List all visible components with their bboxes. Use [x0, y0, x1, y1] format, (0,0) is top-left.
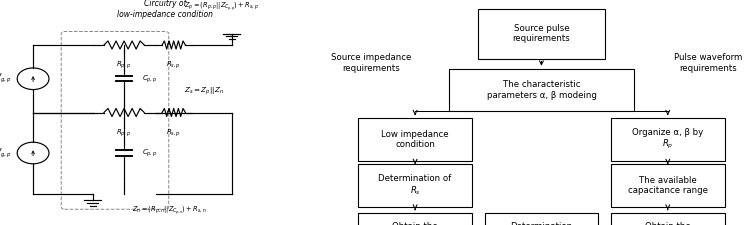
Text: low-impedance condition: low-impedance condition [117, 10, 214, 19]
Text: Determination of
$R_s$: Determination of $R_s$ [378, 174, 452, 197]
Text: Circuitry of: Circuitry of [144, 0, 186, 8]
Text: $R_{s,p}$: $R_{s,p}$ [166, 60, 181, 71]
Text: $V_{g,p}$: $V_{g,p}$ [0, 146, 11, 160]
Bar [484, 213, 599, 225]
Bar [358, 164, 472, 207]
Text: Organize α, β by
$R_p$: Organize α, β by $R_p$ [632, 128, 703, 151]
Text: $C_{p,p}$: $C_{p,p}$ [142, 73, 158, 85]
Bar [358, 118, 472, 161]
Bar [358, 213, 472, 225]
Text: $Z_n=(R_{p,n}||Z_{C_{p,n}})+R_{s,n}$: $Z_n=(R_{p,n}||Z_{C_{p,n}})+R_{s,n}$ [132, 204, 207, 217]
Text: $R_{s,p}$: $R_{s,p}$ [166, 127, 181, 139]
Text: $C_{p,p}$: $C_{p,p}$ [142, 147, 158, 159]
Text: $R_{p,p}$: $R_{p,p}$ [117, 60, 132, 71]
Text: Determination
of final $R_p$: Determination of final $R_p$ [511, 222, 572, 225]
Text: $R_{p,p}$: $R_{p,p}$ [117, 127, 132, 139]
Text: Low impedance
condition: Low impedance condition [381, 130, 449, 149]
Text: The characteristic
parameters α, β modeing: The characteristic parameters α, β modei… [487, 80, 596, 100]
Text: $V_{g,p}$: $V_{g,p}$ [0, 72, 11, 85]
Text: Pulse waveform
requirements: Pulse waveform requirements [674, 53, 742, 73]
Bar [611, 118, 725, 161]
Text: Source impedance
requirements: Source impedance requirements [331, 53, 411, 73]
Text: The available
capacitance range: The available capacitance range [628, 176, 708, 195]
Bar [449, 69, 634, 111]
Bar [478, 9, 605, 58]
Text: Source pulse
requirements: Source pulse requirements [513, 24, 570, 43]
Text: $Z_s=Z_p||Z_n$: $Z_s=Z_p||Z_n$ [183, 86, 223, 97]
Bar [611, 213, 725, 225]
Bar [611, 164, 725, 207]
Text: Obtain the
range of $R_p$: Obtain the range of $R_p$ [390, 222, 441, 225]
Text: Obtain the
range of $R_p$: Obtain the range of $R_p$ [642, 222, 693, 225]
Text: $Z_p=(R_{p,p}||Z_{C_{p,p}})+R_{s,p}$: $Z_p=(R_{p,p}||Z_{C_{p,p}})+R_{s,p}$ [183, 0, 259, 13]
